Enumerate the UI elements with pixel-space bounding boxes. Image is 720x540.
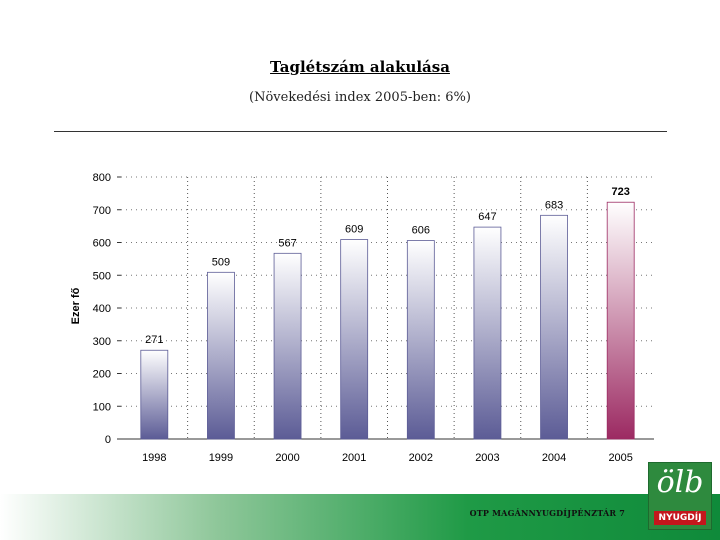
category-label-2005: 2005 [608, 452, 632, 464]
y-tick-label: 400 [93, 303, 111, 315]
footer-band [0, 494, 720, 540]
category-label-2001: 2001 [342, 452, 366, 464]
value-label-2003: 647 [478, 211, 496, 223]
value-label-2005: 723 [612, 186, 630, 198]
y-axis-label: Ezer fő [70, 287, 82, 324]
bar-2005 [606, 201, 635, 440]
title-divider [54, 131, 667, 132]
bars [140, 201, 635, 440]
bar-2002 [406, 240, 435, 440]
category-label-1998: 1998 [142, 452, 166, 464]
value-label-1999: 509 [212, 256, 230, 268]
bar-1998 [140, 349, 169, 440]
chart-title: Taglétszám alakulása [270, 58, 450, 76]
value-label-1998: 271 [145, 334, 163, 346]
logo-mark: ölb [656, 465, 704, 500]
y-tick-label: 500 [93, 270, 111, 282]
y-tick-label: 800 [93, 172, 111, 184]
value-label-2001: 609 [345, 224, 363, 236]
value-label-2002: 606 [412, 225, 430, 237]
category-label-2003: 2003 [475, 452, 499, 464]
y-tick-label: 300 [93, 336, 111, 348]
value-label-2004: 683 [545, 199, 563, 211]
category-label-2000: 2000 [275, 452, 299, 464]
bar-chart: 0 100 200 300 400 500 600 700 800 271 509 567 609 60… [70, 172, 654, 464]
y-axis: 0 100 200 300 400 500 600 700 800 [93, 172, 121, 446]
category-label-2002: 2002 [409, 452, 433, 464]
y-tick-label: 100 [93, 401, 111, 413]
category-label-1999: 1999 [209, 452, 233, 464]
bar-2001 [340, 239, 369, 440]
data-labels: 271 509 567 609 606 647 683 723 [145, 186, 630, 346]
bar-2003 [473, 226, 502, 440]
x-axis: 1998 1999 2000 2001 2002 2003 2004 2005 [142, 452, 633, 464]
y-tick-label: 200 [93, 369, 111, 381]
bar-2004 [540, 214, 568, 440]
y-tick-label: 0 [105, 434, 111, 446]
logo-word: NYUGDÍJ [654, 511, 706, 525]
otp-nyugdij-logo: ölb NYUGDÍJ [648, 462, 712, 530]
bar-1999 [207, 271, 235, 440]
footer-text: OTP MAGÁNNYUGDÍJPÉNZTÁR 7 [469, 508, 625, 518]
grid-lines [121, 176, 654, 440]
category-label-2004: 2004 [542, 452, 566, 464]
value-label-2000: 567 [278, 237, 296, 249]
chart-subtitle: (Növekedési index 2005-ben: 6%) [249, 90, 471, 105]
y-tick-label: 700 [93, 205, 111, 217]
y-tick-label: 600 [93, 238, 111, 250]
bar-2000 [273, 252, 302, 440]
